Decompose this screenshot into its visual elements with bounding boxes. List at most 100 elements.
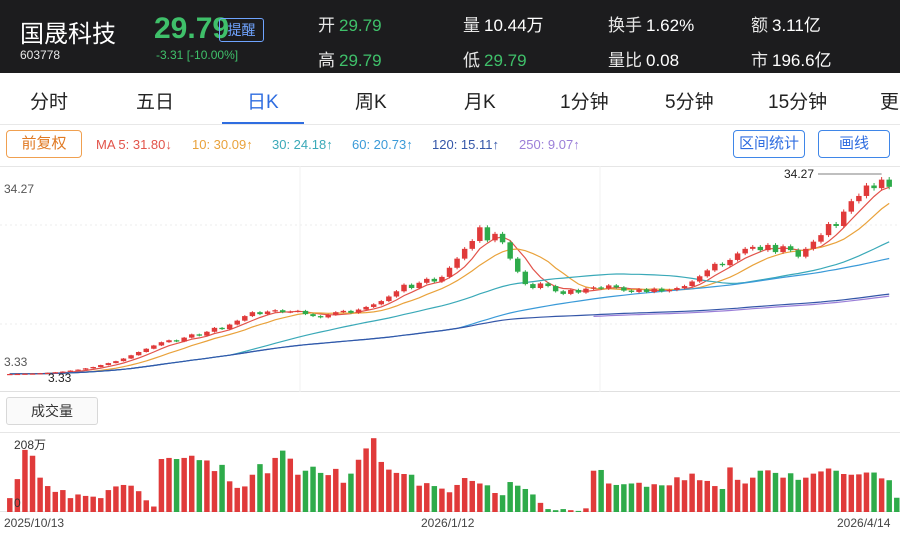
candle-body (196, 334, 203, 336)
volume-bar (477, 483, 483, 512)
candle-body (181, 337, 187, 342)
candle-body (477, 227, 483, 242)
candle-body (128, 355, 134, 359)
tab-daily-k[interactable]: 日K (247, 92, 279, 113)
candle-body (583, 288, 589, 293)
candle-body (871, 185, 877, 189)
volume-bar (317, 472, 324, 512)
adjust-button[interactable]: 前复权 (6, 130, 82, 158)
candle-body (279, 310, 286, 313)
candle-body (272, 310, 278, 312)
candle-body (689, 281, 695, 287)
candle-body (818, 235, 824, 242)
volume-bar (583, 508, 589, 512)
candle-body (416, 282, 422, 289)
candle-body (446, 267, 453, 277)
tab-more[interactable]: 更 (880, 92, 900, 113)
price-max-label: 34.27 (4, 182, 35, 196)
last-price: 29.79 (154, 12, 230, 45)
volume-bar (128, 485, 134, 512)
candle-body (492, 233, 498, 241)
candle-body (530, 284, 536, 289)
volume-bar (310, 466, 316, 512)
quote-header: 国晟科技 603778 29.79 -3.31 [-10.00%] 提醒 开 29… (0, 0, 900, 73)
volume-bar (530, 494, 536, 512)
candle-body (52, 372, 59, 374)
candle-body (340, 310, 347, 313)
candles (7, 177, 892, 376)
remind-button[interactable]: 提醒 (219, 18, 264, 42)
volume-bar (696, 480, 703, 512)
volume-bar (787, 473, 794, 512)
candle-body (628, 290, 635, 292)
candle-body (704, 270, 710, 277)
candle-body (772, 244, 779, 253)
volume-bars (7, 438, 900, 512)
volume-bar (14, 479, 21, 512)
candle-body (545, 283, 551, 287)
candle-body (82, 368, 89, 370)
volume-chart[interactable] (0, 432, 900, 512)
volume-bar (750, 477, 756, 512)
tab-monthly-k[interactable]: 月K (464, 92, 496, 113)
volume-bar (499, 495, 506, 512)
volume-bar (704, 480, 710, 512)
quote-label: 开 (318, 16, 335, 35)
candle-body (568, 289, 574, 294)
volume-bar (727, 467, 733, 512)
volume-bar (605, 483, 612, 512)
draw-line-button[interactable]: 画线 (818, 130, 890, 158)
volume-bar (22, 449, 28, 512)
volume-bar (226, 481, 233, 512)
quote-value: 1.62% (646, 16, 695, 35)
volume-bar (545, 509, 551, 512)
candle-body (143, 348, 149, 352)
quote-open: 开 29.79 (318, 11, 382, 36)
trough-price-label: 3.33 (48, 371, 72, 385)
volume-bar (370, 438, 377, 512)
volume-bar (537, 502, 544, 512)
volume-bar (492, 493, 498, 512)
tab-weekly-k[interactable]: 周K (355, 92, 387, 113)
volume-bar (651, 484, 657, 512)
candle-body (522, 271, 529, 285)
candle-body (302, 310, 309, 315)
volume-indicator-button[interactable]: 成交量 (6, 397, 98, 425)
range-stats-button[interactable]: 区间统计 (733, 130, 805, 158)
volume-bar (189, 455, 195, 512)
candle-body (515, 258, 521, 272)
candle-body (734, 253, 741, 260)
active-tab-indicator (222, 122, 304, 124)
volume-bar (825, 468, 832, 512)
date-label-middle: 2026/1/12 (421, 516, 475, 530)
tab-5-minute[interactable]: 5分钟 (665, 92, 714, 113)
candle-body (333, 312, 339, 315)
volume-bar (151, 506, 157, 512)
candle-body (636, 289, 642, 292)
candle-body (613, 285, 620, 288)
candle-body (120, 358, 127, 362)
volume-bar (659, 485, 665, 512)
tab-intraday[interactable]: 分时 (30, 92, 69, 113)
tab-15-minute[interactable]: 15分钟 (768, 92, 828, 113)
tab-five-day[interactable]: 五日 (136, 92, 175, 113)
ma120-line (9, 293, 890, 375)
ma120-value: 120: 15.11↑ (432, 137, 499, 152)
kline-chart[interactable] (0, 166, 900, 392)
candle-body (825, 224, 832, 236)
volume-bar (378, 461, 384, 512)
candle-body (719, 263, 726, 266)
candle-body (37, 373, 43, 375)
volume-bar (424, 483, 430, 512)
volume-bar (401, 474, 407, 512)
volume-bar (431, 486, 438, 512)
volume-bar (795, 479, 801, 512)
ma250-line (593, 295, 890, 317)
volume-bar (439, 488, 445, 512)
volume-bar (60, 490, 66, 512)
ma10-value: 10: 30.09↑ (192, 137, 253, 152)
tab-1-minute[interactable]: 1分钟 (560, 92, 609, 113)
quote-value: 3.11亿 (772, 16, 821, 35)
volume-bar (621, 484, 627, 512)
volume-bar (461, 478, 468, 512)
